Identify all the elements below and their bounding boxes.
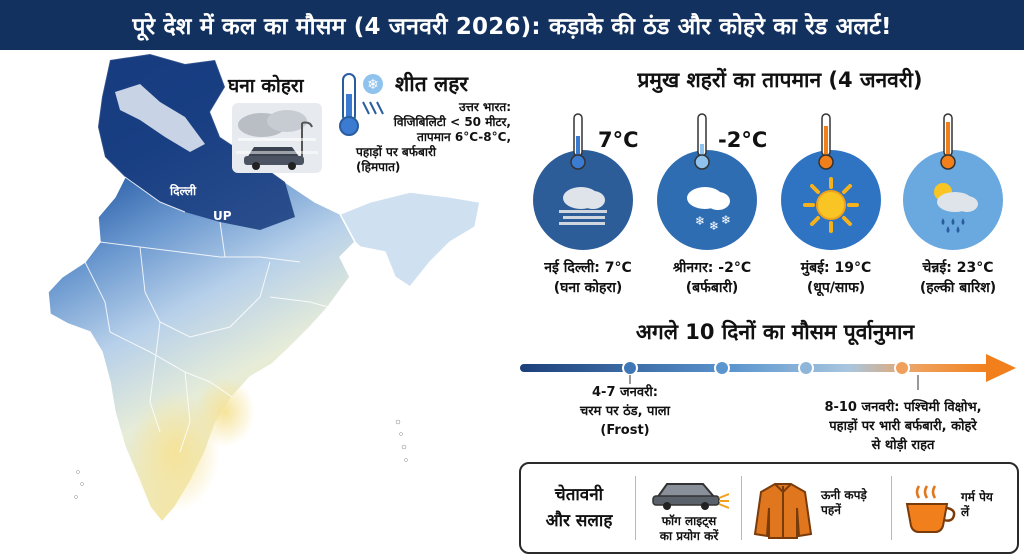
- svg-text:❄: ❄: [721, 213, 731, 227]
- city-name: मुंबई: 19°C (धूप/साफ): [766, 258, 906, 298]
- advice-line: फॉग लाइट्स: [661, 514, 717, 528]
- note-line: से थोड़ी राहत: [871, 438, 935, 453]
- advice-line: ऊनी कपड़े: [821, 488, 867, 502]
- city-card-chennai: चेन्नई: 23°C (हल्की बारिश): [898, 110, 1023, 300]
- advice-woolens: ऊनी कपड़े पहनें: [821, 488, 901, 518]
- city-name-line: मुंबई: 19°C: [800, 260, 872, 276]
- note-line: 8-10 जनवरी: पश्चिमी विक्षोभ,: [824, 400, 982, 415]
- fog-car-icon: [232, 103, 322, 173]
- forecast-title: अगले 10 दिनों का मौसम पूर्वानुमान: [635, 320, 915, 344]
- fog-title: घना कोहरा: [228, 75, 304, 97]
- note-line: पहाड़ों पर भारी बर्फबारी, कोहरे: [829, 419, 977, 434]
- svg-text:❄: ❄: [695, 214, 705, 228]
- note-line: 4-7 जनवरी:: [592, 385, 658, 400]
- thermometer-icon: [940, 113, 956, 170]
- fog-icon: [559, 187, 607, 225]
- city-name-line: चेन्नई: 23°C: [922, 260, 994, 276]
- jacket-icon: [753, 483, 813, 539]
- city-card-srinagar: ❄ ❄ ❄ -2°C श्रीनगर: -2°C (बर्फबारी): [652, 110, 777, 300]
- svg-text:❄: ❄: [709, 219, 719, 233]
- forecast-note-1: 4-7 जनवरी: चरम पर ठंड, पाला (Frost): [555, 383, 695, 440]
- divider: [741, 476, 742, 540]
- rain-icon: [934, 183, 978, 233]
- india-weather-map: [47, 53, 481, 524]
- city-condition: (घना कोहरा): [553, 280, 623, 296]
- city-name-line: श्रीनगर: -2°C: [672, 260, 752, 276]
- advice-title-line: और सलाह: [545, 511, 613, 531]
- advice-line: गर्म पेय: [961, 490, 993, 504]
- city-temp: -2°C: [718, 128, 768, 152]
- coldwave-line: तापमान 6°C-8°C,: [416, 130, 511, 144]
- note-line: (Frost): [600, 423, 650, 438]
- city-temp: 7°C: [598, 128, 639, 152]
- advice-line: का प्रयोग करें: [659, 529, 719, 543]
- advice-line: लें: [961, 505, 970, 519]
- coldwave-details: उत्तर भारत: विजिबिलिटी < 50 मीटर, तापमान…: [346, 100, 511, 175]
- forecast-note-2: 8-10 जनवरी: पश्चिमी विक्षोभ, पहाड़ों पर …: [783, 398, 1023, 455]
- page-title: पूरे देश में कल का मौसम (4 जनवरी 2026): …: [132, 14, 892, 40]
- header-banner: पूरे देश में कल का मौसम (4 जनवरी 2026): …: [0, 0, 1024, 50]
- city-card-delhi: 7°C नई दिल्ली: 7°C (घना कोहरा): [528, 110, 653, 300]
- thermometer-icon: [570, 113, 586, 170]
- divider: [891, 476, 892, 540]
- forecast-timeline: [520, 354, 1016, 390]
- city-card-mumbai: मुंबई: 19°C (धूप/साफ): [776, 110, 901, 300]
- advice-title-line: चेतावनी: [554, 485, 604, 505]
- city-condition: (हल्की बारिश): [919, 280, 997, 296]
- coldwave-line: पहाड़ों पर बर्फबारी: [356, 145, 436, 159]
- city-condition: (धूप/साफ): [806, 280, 866, 296]
- cities-title: प्रमुख शहरों का तापमान (4 जनवरी): [637, 68, 923, 92]
- coldwave-title: शीत लहर: [395, 72, 468, 96]
- cold-thermometer-icon: ❄: [339, 73, 384, 136]
- advice-box: चेतावनी और सलाह फॉग लाइट्स का प्रयोग करे…: [519, 462, 1019, 554]
- svg-text:❄: ❄: [367, 77, 379, 93]
- city-condition: (बर्फबारी): [685, 280, 739, 296]
- map-label-delhi: दिल्ली: [170, 184, 197, 198]
- car-headlight-icon: [652, 483, 729, 510]
- coldwave-line: उत्तर भारत:: [458, 100, 511, 114]
- map-label-up: UP: [213, 209, 232, 223]
- divider: [635, 476, 636, 540]
- city-name: नई दिल्ली: 7°C (घना कोहरा): [518, 258, 658, 298]
- coldwave-line: विजिबिलिटी < 50 मीटर,: [393, 115, 511, 129]
- advice-warm-drinks: गर्म पेय लें: [961, 490, 1016, 520]
- map-snow-zone: [115, 84, 205, 152]
- thermometer-icon: [694, 113, 710, 170]
- city-name: चेन्नई: 23°C (हल्की बारिश): [888, 258, 1024, 298]
- advice-title: चेतावनी और सलाह: [529, 482, 629, 534]
- timeline-markers: [622, 360, 910, 376]
- hot-cup-icon: [905, 485, 956, 533]
- note-line: चरम पर ठंड, पाला: [579, 404, 670, 419]
- advice-line: पहनें: [821, 503, 841, 517]
- city-name-line: नई दिल्ली: 7°C: [544, 260, 632, 276]
- advice-fog-lights: फॉग लाइट्स का प्रयोग करें: [649, 514, 729, 544]
- city-name: श्रीनगर: -2°C (बर्फबारी): [642, 258, 782, 298]
- thermometer-icon: [818, 113, 834, 170]
- sun-icon: [803, 177, 859, 233]
- map-northeast: [338, 191, 481, 289]
- snow-icon: ❄ ❄ ❄: [687, 187, 731, 233]
- coldwave-line: (हिमपात): [356, 160, 401, 174]
